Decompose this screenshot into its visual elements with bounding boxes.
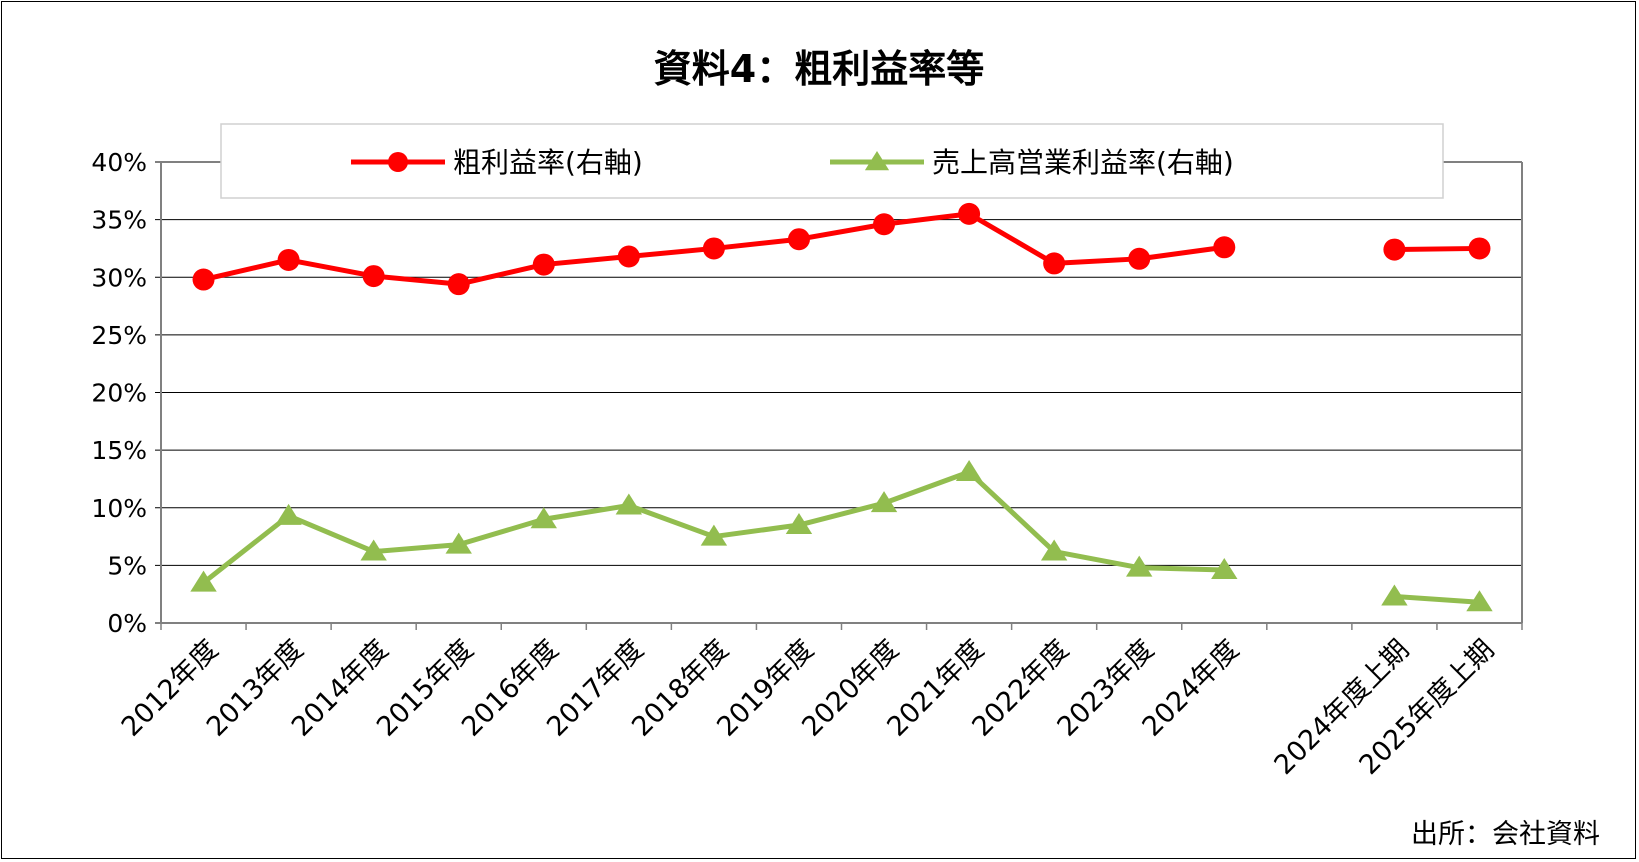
- data-point: [1126, 555, 1153, 577]
- data-point: [1381, 584, 1408, 606]
- y-tick-label: 40%: [91, 148, 147, 177]
- legend-label: 粗利益率(右軸): [453, 146, 643, 179]
- data-point: [1466, 590, 1493, 612]
- series-1: [192, 202, 1491, 296]
- chart-title: 資料4：粗利益率等: [654, 47, 984, 91]
- legend-label: 売上高営業利益率(右軸): [932, 146, 1234, 179]
- y-axis-ticks: 0% 5% 10% 15% 20% 25% 30% 35% 40%: [91, 148, 147, 638]
- legend-marker: [864, 151, 890, 171]
- source-note: 出所：会社資料: [1411, 819, 1600, 850]
- data-point: [445, 532, 472, 554]
- y-tick-label: 5%: [107, 551, 147, 580]
- data-point: [277, 248, 300, 271]
- data-point: [955, 460, 983, 482]
- y-tick-label: 35%: [91, 206, 147, 235]
- data-point: [1468, 237, 1491, 260]
- legend-marker: [388, 152, 408, 172]
- data-point: [1040, 539, 1068, 561]
- y-tick-label: 20%: [91, 379, 147, 408]
- data-point: [447, 273, 470, 296]
- data-point: [360, 539, 387, 561]
- y-tick-label: 0%: [107, 609, 147, 638]
- series-2: [190, 460, 1493, 612]
- data-point: [530, 507, 557, 529]
- series-line: [1394, 593, 1480, 605]
- data-point: [702, 237, 725, 260]
- data-point: [362, 265, 385, 288]
- data-point: [1043, 252, 1066, 275]
- y-tick-label: 25%: [91, 321, 147, 350]
- data-point: [1211, 557, 1238, 579]
- series-line: [1394, 245, 1480, 253]
- data-point: [190, 570, 217, 592]
- data-point: [870, 491, 898, 513]
- data-point: [787, 228, 810, 251]
- x-axis-ticks: 2012年度2013年度2014年度2015年度2016年度2017年度2018…: [116, 634, 1501, 781]
- y-tick-label: 10%: [91, 494, 147, 523]
- gridlines: [161, 161, 1522, 566]
- data-point: [617, 245, 640, 268]
- data-point: [785, 513, 813, 535]
- data-point: [873, 213, 896, 236]
- data-point: [275, 503, 302, 525]
- data-point: [700, 524, 728, 546]
- data-point: [532, 253, 555, 276]
- data-point: [1383, 238, 1406, 261]
- data-point: [192, 268, 215, 291]
- series-layer: [190, 202, 1493, 612]
- data-point: [1213, 236, 1236, 259]
- data-point: [1128, 247, 1151, 270]
- legend: 粗利益率(右軸) 売上高営業利益率(右軸): [220, 123, 1444, 199]
- data-point: [958, 202, 981, 225]
- y-tick-label: 30%: [91, 263, 147, 292]
- data-point: [615, 493, 643, 515]
- y-tick-label: 15%: [91, 436, 147, 465]
